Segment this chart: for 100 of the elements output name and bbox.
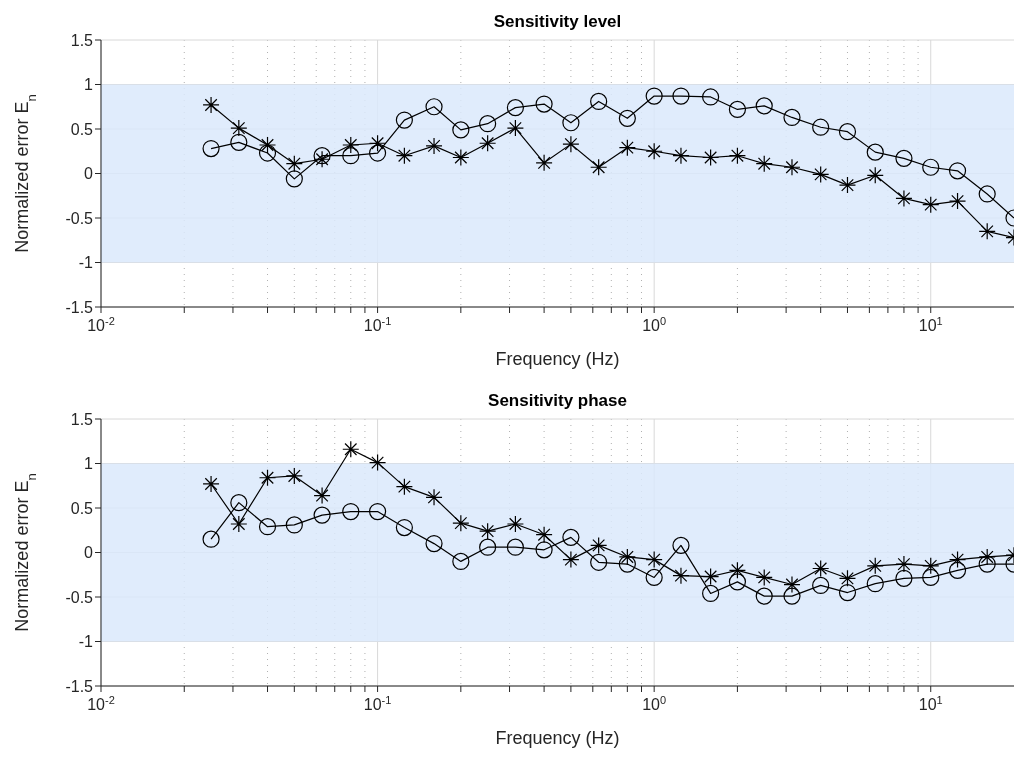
point — [618, 548, 636, 566]
x-tick-label: 10$^{-1}$ — [363, 694, 392, 713]
point — [645, 551, 663, 569]
point — [838, 123, 857, 141]
point — [755, 568, 773, 587]
y-tick-label: 0.5 — [70, 120, 94, 138]
point — [728, 573, 747, 591]
point — [672, 536, 690, 554]
point — [948, 162, 967, 180]
point — [672, 147, 690, 165]
point — [783, 587, 801, 605]
point — [425, 488, 443, 506]
point — [479, 538, 497, 556]
point — [838, 583, 857, 602]
point — [230, 494, 248, 512]
point — [590, 553, 608, 571]
point — [812, 165, 830, 183]
x-tick-label: 10$^{-2}$ — [87, 315, 115, 334]
point — [895, 569, 913, 587]
point — [866, 143, 884, 161]
point — [645, 87, 663, 105]
point — [285, 155, 303, 173]
point — [702, 567, 720, 586]
point — [395, 518, 413, 537]
point — [866, 575, 884, 593]
point — [202, 139, 220, 158]
point — [783, 108, 801, 127]
y-tick-label: -0.5 — [65, 588, 94, 606]
y-tick-label: 0.5 — [70, 499, 94, 517]
chart-title: Sensitivity level — [492, 12, 623, 32]
point — [978, 222, 996, 240]
point — [728, 147, 747, 165]
point — [978, 555, 996, 573]
y-tick-label: -1 — [78, 254, 94, 272]
point — [812, 559, 830, 578]
y-tick-label: 0 — [84, 165, 94, 183]
point — [285, 516, 303, 534]
x-axis-title: Frequency (Hz) — [495, 728, 620, 748]
point — [838, 569, 857, 587]
y-tick-label: 0 — [84, 544, 94, 562]
point — [535, 95, 553, 113]
point — [342, 147, 360, 165]
point — [895, 149, 913, 167]
point — [728, 561, 747, 579]
point — [535, 526, 553, 544]
y-tick-label: -1.5 — [65, 298, 94, 316]
point — [618, 109, 636, 127]
x-tick-label: 10$^{-2}$ — [87, 694, 115, 713]
point — [342, 440, 360, 458]
point — [230, 515, 248, 533]
point — [895, 555, 913, 573]
point — [728, 100, 747, 119]
point — [479, 522, 497, 540]
point — [812, 118, 830, 136]
x-tick-label: 10$^{-1}$ — [363, 315, 392, 334]
point — [202, 530, 220, 548]
point — [866, 166, 884, 184]
point — [948, 561, 967, 579]
point — [590, 158, 608, 176]
x-tick-label: 10$^{1}$ — [918, 694, 943, 713]
y-tick-label: 1.5 — [70, 410, 94, 428]
point — [395, 478, 413, 496]
point — [506, 99, 524, 117]
point — [258, 518, 277, 536]
point — [978, 185, 996, 203]
point — [922, 158, 940, 176]
point — [562, 114, 580, 132]
point — [590, 92, 608, 111]
point — [368, 144, 387, 162]
point — [395, 111, 413, 129]
point — [535, 154, 553, 172]
x-axis-title: Frequency (Hz) — [495, 349, 620, 369]
point — [452, 552, 470, 570]
point — [922, 196, 940, 214]
point — [452, 148, 470, 167]
point — [783, 575, 801, 594]
point — [258, 136, 277, 154]
point — [755, 155, 773, 173]
point — [755, 587, 773, 605]
point — [368, 502, 387, 521]
point — [838, 176, 857, 194]
point — [755, 97, 773, 115]
point — [922, 568, 940, 587]
point — [922, 557, 940, 575]
point — [285, 170, 303, 188]
point — [342, 502, 360, 521]
x-tick-label: 10$^{0}$ — [642, 315, 667, 334]
y-tick-label: 1.5 — [70, 31, 94, 49]
point — [672, 567, 690, 585]
point — [702, 148, 720, 167]
point — [562, 551, 580, 569]
point — [702, 584, 720, 603]
point — [672, 87, 690, 105]
point — [313, 506, 331, 524]
point — [562, 528, 580, 546]
y-tick-label: -1.5 — [65, 677, 94, 695]
point — [645, 568, 663, 587]
point — [812, 576, 830, 595]
point — [313, 486, 331, 505]
point — [506, 119, 524, 137]
